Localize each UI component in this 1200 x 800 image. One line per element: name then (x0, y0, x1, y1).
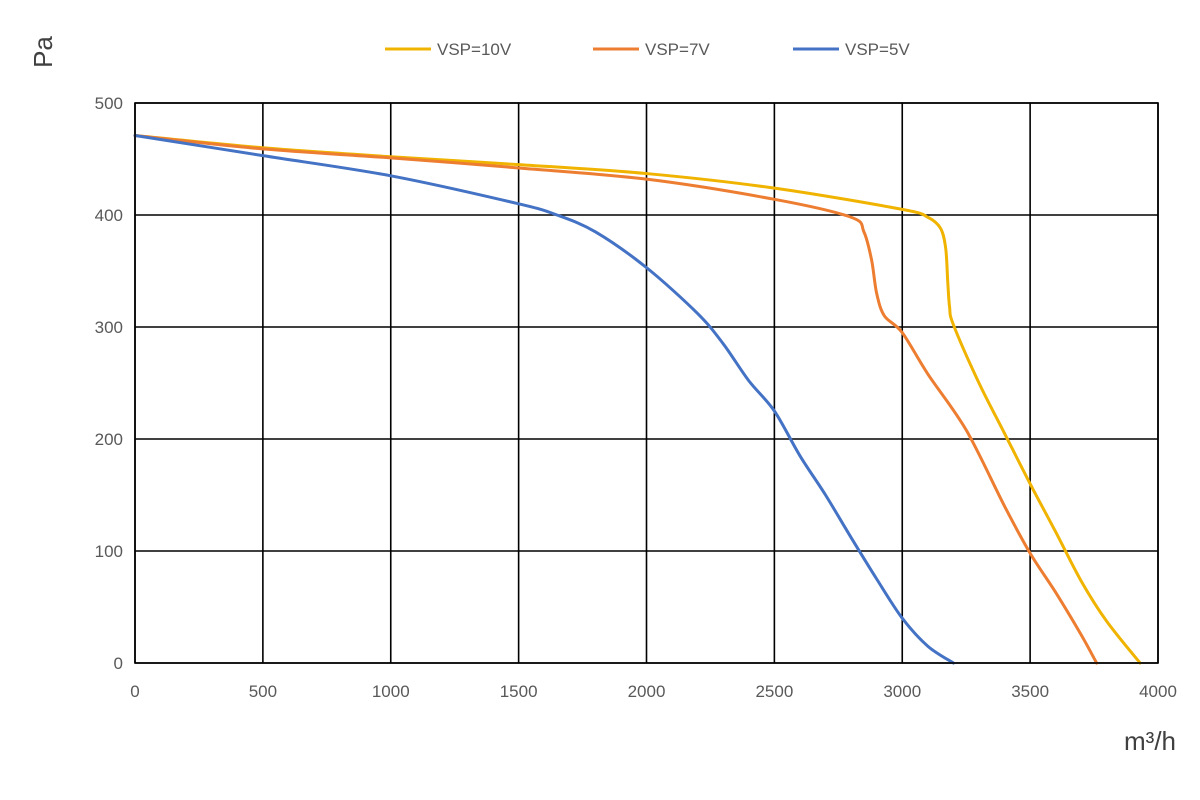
x-axis-title: m³/h (1124, 726, 1176, 756)
y-tick-label: 0 (114, 654, 123, 673)
x-tick-label: 3500 (1011, 682, 1049, 701)
y-tick-label: 100 (95, 542, 123, 561)
legend-label: VSP=7V (645, 40, 710, 59)
plot-frame (134, 102, 1159, 664)
series-lines (133, 133, 1142, 665)
x-tick-label: 500 (249, 682, 277, 701)
x-tick-label: 4000 (1139, 682, 1177, 701)
x-tick-labels: 0 500 1000 1500 2000 2500 3000 3500 4000 (130, 682, 1177, 701)
plot-border (134, 102, 1159, 664)
legend: VSP=10V VSP=7V VSP=5V (385, 40, 910, 59)
x-tick-label: 3000 (883, 682, 921, 701)
x-tick-label: 0 (130, 682, 139, 701)
legend-item-vsp-10v: VSP=10V (385, 40, 512, 59)
x-tick-label: 2000 (628, 682, 666, 701)
series-line-vsp-7v (133, 133, 1099, 665)
y-axis-title: Pa (28, 36, 58, 68)
x-tick-label: 2500 (755, 682, 793, 701)
legend-label: VSP=10V (437, 40, 512, 59)
legend-item-vsp-7v: VSP=7V (593, 40, 710, 59)
y-tick-label: 300 (95, 318, 123, 337)
y-tick-label: 500 (95, 94, 123, 113)
series-line-vsp-10v (133, 133, 1142, 665)
legend-label: VSP=5V (845, 40, 910, 59)
y-tick-label: 200 (95, 430, 123, 449)
x-tick-label: 1500 (500, 682, 538, 701)
series-line-vsp-5v (133, 133, 955, 665)
y-tick-label: 400 (95, 206, 123, 225)
y-tick-labels: 0 100 200 300 400 500 (95, 94, 123, 673)
x-tick-label: 1000 (372, 682, 410, 701)
grid (134, 102, 1159, 664)
legend-item-vsp-5v: VSP=5V (793, 40, 910, 59)
